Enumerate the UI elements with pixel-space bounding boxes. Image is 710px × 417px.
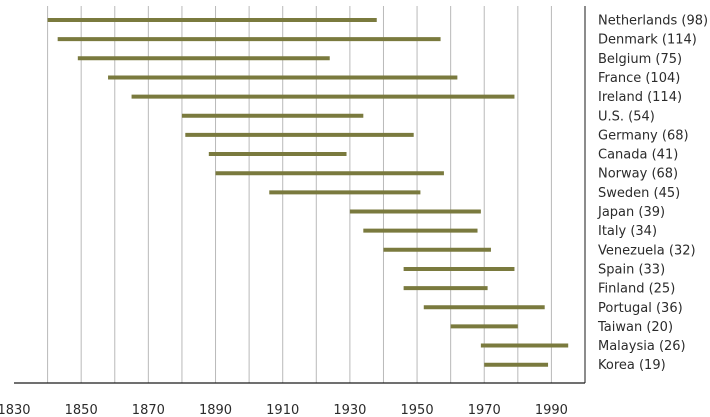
country-label: U.S. (54)	[598, 109, 655, 124]
country-label: Canada (41)	[598, 148, 678, 163]
x-tick-label: 1930	[333, 403, 366, 417]
country-label: Spain (33)	[598, 262, 665, 277]
country-label: Sweden (45)	[598, 186, 680, 201]
country-label: Germany (68)	[598, 128, 689, 143]
x-tick-label: 1970	[468, 403, 501, 417]
country-label: Finland (25)	[598, 282, 675, 297]
country-label: Denmark (114)	[598, 33, 697, 48]
country-label: Japan (39)	[597, 205, 665, 220]
country-label: Ireland (114)	[598, 90, 682, 105]
bar-layer	[47, 18, 569, 367]
country-label: Taiwan (20)	[597, 320, 673, 335]
x-tick-label: 1830	[0, 403, 31, 417]
country-label: Venezuela (32)	[598, 243, 696, 258]
x-tick-label: 1850	[65, 403, 98, 417]
x-tick-label: 1990	[535, 403, 568, 417]
country-label: Netherlands (98)	[598, 14, 708, 29]
axis-layer	[14, 6, 586, 384]
label-layer: 1830 1850 1870 1890 1910 1930 1950 1970 1990 Neth…	[0, 14, 708, 417]
country-label: Italy (34)	[598, 224, 657, 239]
country-label: France (104)	[598, 71, 680, 86]
country-label: Malaysia (26)	[598, 339, 686, 354]
country-label: Portugal (36)	[598, 301, 683, 316]
x-tick-label: 1950	[401, 403, 434, 417]
x-tick-label: 1910	[266, 403, 299, 417]
x-tick-label: 1890	[199, 403, 232, 417]
grid-layer	[47, 6, 552, 383]
country-label: Korea (19)	[598, 358, 666, 373]
country-label: Belgium (75)	[598, 52, 682, 67]
x-tick-label: 1870	[132, 403, 165, 417]
country-label: Norway (68)	[598, 167, 678, 182]
